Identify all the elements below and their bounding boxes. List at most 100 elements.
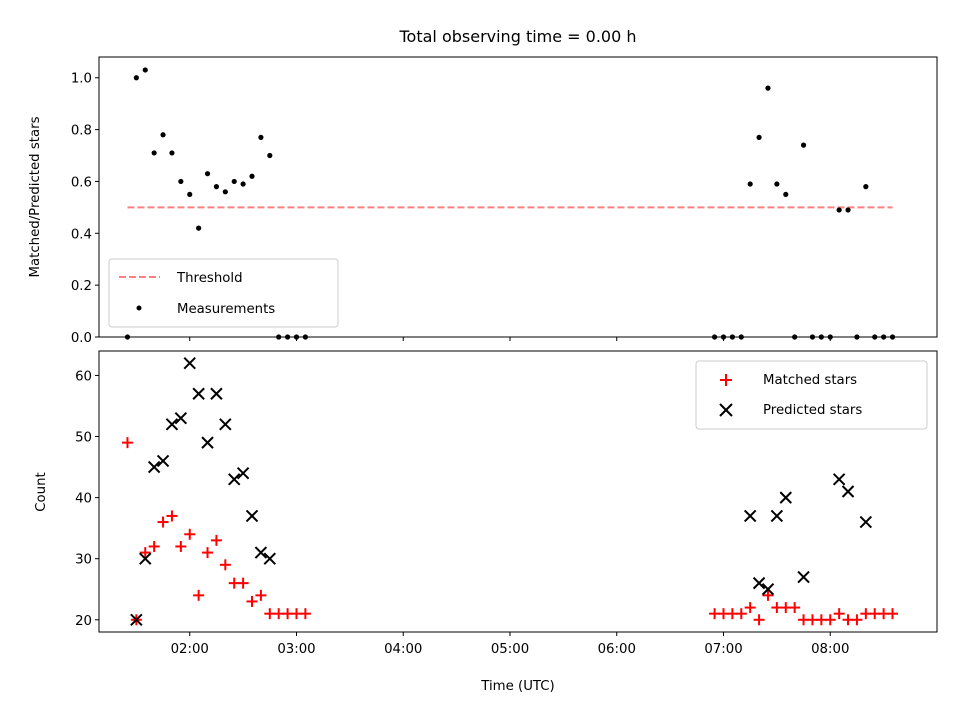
top-y-tick-label: 0.6 bbox=[71, 175, 92, 190]
top-y-tick-label: 0.8 bbox=[71, 124, 92, 139]
matched-star-point bbox=[833, 608, 845, 620]
legend-predicted-label: Predicted stars bbox=[763, 403, 862, 418]
chart-title: Total observing time = 0.00 h bbox=[398, 27, 636, 46]
matched-star-point bbox=[139, 547, 151, 559]
top-plot-area: 0.0 0.2 0.4 0.6 0.8 1.0 Matched/Predicted sta… bbox=[28, 56, 938, 346]
measurement-point bbox=[151, 150, 157, 156]
measurement-point bbox=[756, 134, 762, 140]
bottom-y-tick-label: 40 bbox=[75, 492, 92, 507]
measurement-point bbox=[729, 334, 735, 340]
bottom-x-tick-label: 05:00 bbox=[491, 642, 529, 657]
matched-star-point bbox=[210, 534, 222, 546]
legend-threshold-label: Threshold bbox=[176, 271, 243, 286]
measurement-point bbox=[124, 334, 131, 340]
measurement-point bbox=[222, 189, 228, 195]
predicted-star-point bbox=[752, 576, 766, 590]
bottom-y-tick-label: 20 bbox=[75, 614, 92, 629]
measurement-point bbox=[827, 334, 833, 340]
predicted-star-point bbox=[832, 473, 846, 486]
measurement-point bbox=[774, 181, 780, 187]
measurement-points bbox=[124, 67, 896, 340]
legend-predicted-swatch bbox=[719, 403, 733, 417]
matched-star-point bbox=[824, 614, 836, 626]
measurement-point bbox=[800, 142, 807, 148]
predicted-star-point bbox=[245, 509, 259, 523]
predicted-star-point bbox=[147, 460, 161, 474]
predicted-star-point bbox=[254, 546, 268, 559]
top-plot-frame bbox=[98, 56, 938, 338]
predicted-star-point bbox=[263, 552, 277, 565]
matched-star-point bbox=[148, 540, 160, 552]
top-legend-box bbox=[108, 258, 339, 328]
measurement-point bbox=[783, 191, 789, 198]
matched-star-point bbox=[121, 437, 133, 449]
measurement-point bbox=[258, 134, 264, 140]
measurement-point bbox=[765, 85, 771, 91]
predicted-star-point bbox=[139, 552, 152, 565]
matched-star-point bbox=[157, 516, 169, 528]
measurement-point bbox=[863, 184, 869, 190]
matched-star-point bbox=[753, 614, 765, 626]
matched-star-point bbox=[299, 608, 311, 620]
matched-star-point bbox=[789, 602, 801, 614]
measurement-point bbox=[720, 334, 727, 340]
measurement-point bbox=[213, 184, 220, 190]
measurement-point bbox=[160, 132, 166, 138]
measurement-point bbox=[196, 225, 202, 231]
bottom-y-tick-label: 50 bbox=[75, 431, 92, 446]
bottom-x-axis: 02:00 03:00 04:00 05:00 06:00 07:00 08:00 bbox=[171, 632, 849, 657]
measurement-point bbox=[249, 173, 255, 179]
predicted-star-point bbox=[174, 411, 188, 425]
measurement-point bbox=[809, 334, 816, 340]
measurement-point bbox=[169, 150, 175, 156]
matched-star-point bbox=[166, 510, 178, 522]
measurement-point bbox=[738, 334, 744, 340]
measurement-point bbox=[889, 334, 896, 340]
matched-star-point bbox=[237, 577, 249, 589]
matched-star-point bbox=[193, 589, 205, 601]
bottom-x-tick-label: 04:00 bbox=[384, 642, 422, 657]
measurement-point bbox=[818, 334, 824, 340]
matched-star-point bbox=[762, 589, 774, 601]
bottom-y-tick-label: 60 bbox=[75, 369, 92, 384]
legend-measurements-swatch bbox=[136, 305, 142, 311]
top-y-tick-label: 0.4 bbox=[71, 227, 92, 242]
matched-star-point bbox=[744, 602, 756, 614]
legend-matched-label: Matched stars bbox=[763, 373, 857, 388]
measurement-point bbox=[872, 334, 878, 340]
top-y-tick-label: 0.2 bbox=[71, 279, 92, 294]
predicted-star-point bbox=[130, 613, 143, 626]
bottom-x-axis-label: Time (UTC) bbox=[480, 679, 555, 694]
measurement-point bbox=[854, 334, 860, 340]
measurement-point bbox=[302, 334, 308, 340]
predicted-star-point bbox=[841, 485, 855, 498]
predicted-star-point bbox=[761, 583, 775, 596]
count-points bbox=[121, 357, 899, 626]
legend-matched-swatch bbox=[720, 374, 732, 386]
top-y-axis-label: Matched/Predicted stars bbox=[28, 116, 43, 277]
bottom-x-tick-label: 06:00 bbox=[598, 642, 636, 657]
top-y-axis: 0.0 0.2 0.4 0.6 0.8 1.0 bbox=[71, 72, 99, 346]
bottom-x-tick-label: 07:00 bbox=[704, 642, 742, 657]
matched-star-point bbox=[246, 595, 258, 607]
matched-star-point bbox=[255, 589, 267, 601]
measurement-point bbox=[178, 178, 184, 185]
predicted-star-point bbox=[859, 515, 873, 529]
predicted-star-point bbox=[201, 436, 214, 449]
matched-star-point bbox=[219, 559, 231, 571]
predicted-star-point bbox=[183, 357, 196, 370]
measurement-point bbox=[267, 152, 273, 159]
measurement-point bbox=[845, 207, 851, 213]
predicted-star-point bbox=[770, 509, 784, 523]
top-legend: Threshold Measurements bbox=[108, 258, 339, 328]
predicted-star-point bbox=[743, 509, 757, 523]
measurement-point bbox=[240, 181, 246, 187]
predicted-star-point bbox=[156, 454, 170, 468]
bottom-y-axis-label: Count bbox=[34, 472, 49, 512]
matched-star-point bbox=[184, 528, 196, 540]
predicted-star-point bbox=[228, 473, 241, 486]
measurement-point bbox=[836, 207, 842, 213]
predicted-star-point bbox=[219, 418, 232, 431]
measurement-point bbox=[792, 334, 798, 340]
